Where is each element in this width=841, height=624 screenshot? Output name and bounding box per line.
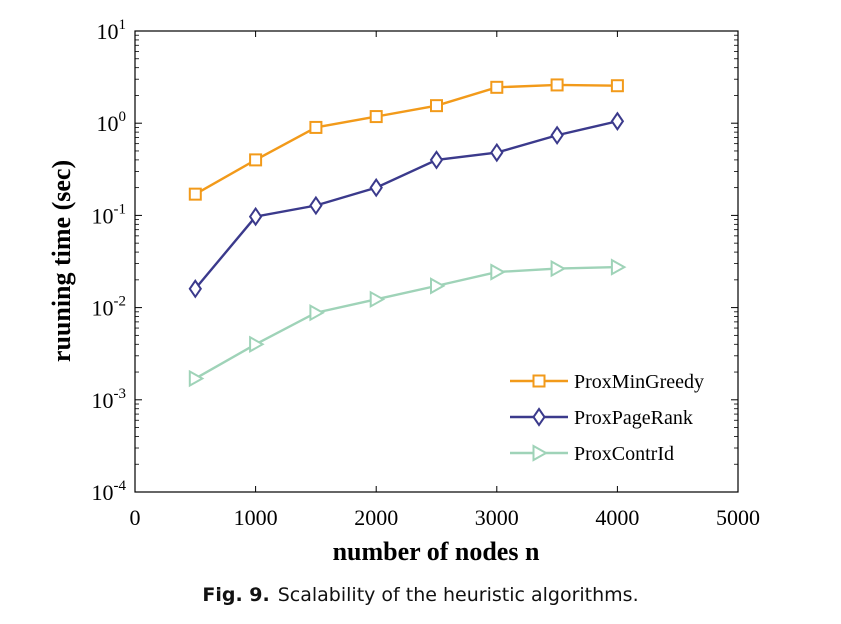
- x-axis-label: number of nodes n: [333, 537, 540, 566]
- x-tick-labels: 0 1000 2000 3000 4000 5000: [130, 505, 761, 530]
- y-tick-base: 10: [92, 296, 114, 321]
- legend-item: ProxContrId: [510, 443, 674, 465]
- square-marker: [369, 110, 383, 124]
- triangle-marker: [249, 335, 265, 353]
- y-tick-exponent: 0: [119, 109, 127, 125]
- y-tick-base: 10: [92, 388, 114, 413]
- legend: ProxMinGreedy ProxPageRank ProxContrId: [510, 371, 704, 465]
- y-tick-label: 100: [97, 109, 127, 136]
- triangle-marker: [309, 304, 325, 322]
- y-tick-exponent: 1: [119, 17, 127, 33]
- diamond-marker: [490, 142, 504, 163]
- y-tick-exponent: -2: [114, 294, 127, 310]
- y-tick-label: 10-4: [92, 478, 127, 505]
- diamond-marker: [248, 206, 263, 227]
- square-marker: [550, 78, 564, 92]
- legend-label: ProxContrId: [574, 443, 674, 465]
- square-marker: [249, 153, 263, 167]
- series-line: [194, 120, 618, 290]
- y-axis-label: ruuning time (sec): [47, 160, 76, 362]
- legend-item: ProxMinGreedy: [510, 371, 704, 393]
- square-marker: [610, 79, 624, 93]
- triangle-marker: [550, 259, 567, 278]
- series-ProxMinGreedy: [188, 78, 624, 201]
- plot-frame: [134, 30, 739, 493]
- caption-label: Fig. 9.: [202, 584, 270, 606]
- series-ProxContrId: [188, 258, 627, 388]
- diamond-marker: [550, 125, 564, 146]
- legend-label: ProxMinGreedy: [574, 371, 704, 393]
- x-tick-label: 1000: [234, 505, 278, 530]
- y-tick-exponent: -1: [114, 201, 127, 217]
- x-tick-label: 2000: [354, 505, 398, 530]
- y-tick-label: 10-2: [92, 294, 127, 321]
- square-marker: [490, 80, 504, 94]
- legend-item: ProxPageRank: [510, 407, 693, 429]
- triangle-marker: [369, 290, 386, 309]
- y-tick-label: 10-3: [92, 386, 127, 413]
- y-tick-base: 10: [97, 111, 119, 136]
- x-tick-label: 3000: [475, 505, 519, 530]
- diamond-marker: [532, 407, 546, 427]
- diamond-marker: [309, 195, 323, 216]
- series-ProxPageRank: [188, 111, 625, 299]
- y-tick-base: 10: [92, 203, 114, 228]
- figure-caption: Fig. 9. Scalability of the heuristic algo…: [0, 584, 841, 606]
- y-tick-exponent: -3: [114, 386, 127, 402]
- diamond-marker: [188, 279, 203, 299]
- triangle-marker: [188, 369, 205, 388]
- triangle-marker: [490, 263, 506, 281]
- triangle-marker: [430, 277, 446, 295]
- triangle-marker: [532, 444, 549, 462]
- legend-label: ProxPageRank: [574, 407, 693, 429]
- diamond-marker: [429, 150, 444, 170]
- series-layer: [188, 78, 627, 388]
- diamond-marker: [610, 111, 625, 132]
- x-tick-label: 0: [130, 505, 141, 530]
- x-tick-label: 5000: [716, 505, 760, 530]
- square-marker: [532, 374, 546, 388]
- y-tick-base: 10: [97, 19, 119, 44]
- y-tick-label: 101: [97, 17, 127, 44]
- square-marker: [430, 99, 443, 113]
- y-tick-base: 10: [92, 480, 114, 505]
- x-tick-label: 4000: [595, 505, 639, 530]
- diamond-marker: [369, 177, 383, 198]
- square-marker: [309, 120, 323, 134]
- caption-text: Scalability of the heuristic algorithms.: [277, 584, 639, 606]
- triangle-marker: [610, 258, 627, 276]
- series-line: [194, 83, 618, 196]
- y-tick-exponent: -4: [114, 478, 127, 494]
- series-line: [194, 265, 618, 380]
- square-marker: [188, 187, 202, 201]
- y-tick-label: 10-1: [92, 201, 127, 228]
